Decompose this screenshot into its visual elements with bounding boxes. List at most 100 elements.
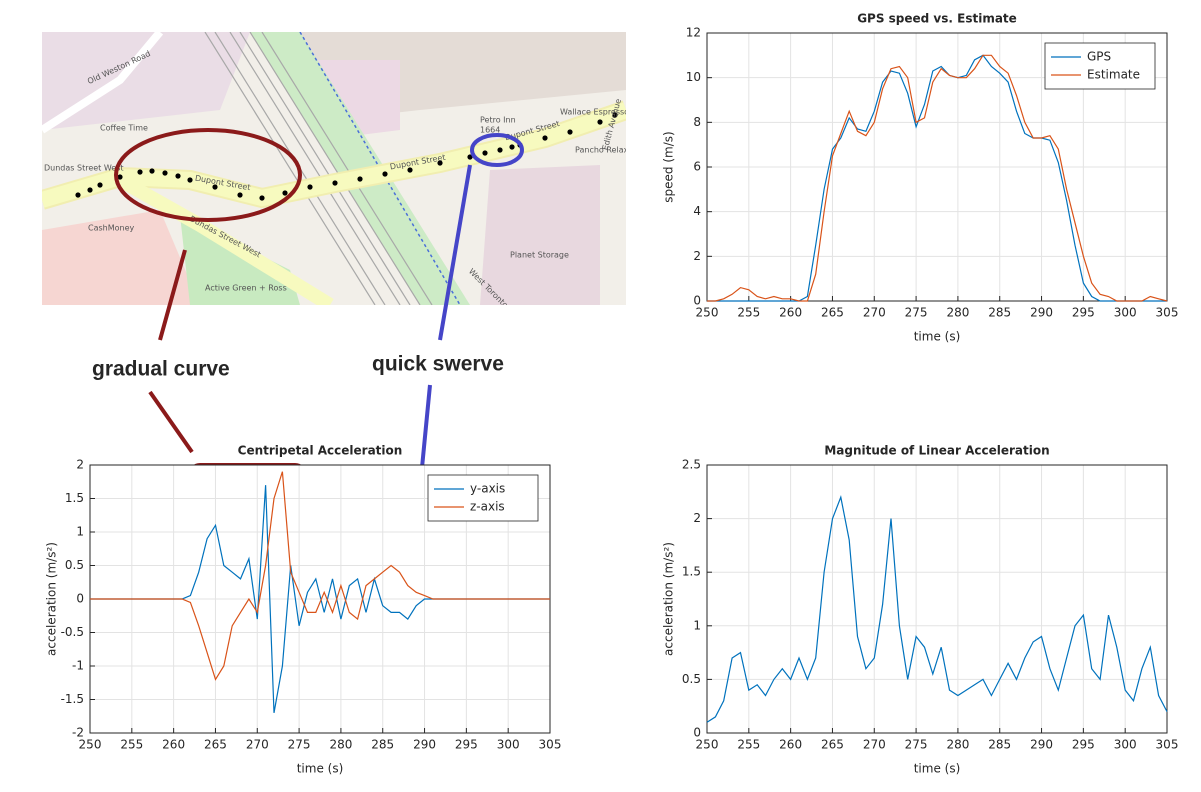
x-tick-label: 250	[79, 738, 102, 752]
y-tick-label: 0	[76, 592, 84, 606]
y-tick-label: 1.5	[65, 491, 84, 505]
x-tick-label: 290	[1030, 738, 1053, 752]
plot-area	[707, 465, 1167, 733]
x-tick-label: 300	[1114, 306, 1137, 320]
route-dot	[567, 129, 573, 135]
chart-title: GPS speed vs. Estimate	[857, 12, 1017, 26]
x-tick-label: 270	[863, 306, 886, 320]
legend-label: Estimate	[1087, 68, 1140, 82]
data-line	[90, 471, 550, 681]
x-axis-label: time (s)	[297, 762, 344, 776]
y-tick-label: 2	[76, 458, 84, 472]
route-dot	[282, 190, 288, 196]
route-dot	[497, 147, 503, 153]
y-axis-label: speed (m/s)	[662, 131, 676, 202]
legend-label: y-axis	[470, 482, 505, 496]
y-tick-label: 10	[686, 70, 701, 84]
y-axis-label: acceleration (m/s²)	[662, 542, 676, 656]
y-tick-label: 0	[693, 726, 701, 740]
route-dot	[259, 195, 265, 201]
x-tick-label: 255	[737, 306, 760, 320]
y-tick-label: 0.5	[682, 672, 701, 686]
y-tick-label: 8	[693, 115, 701, 129]
route-dot	[467, 154, 473, 160]
y-axis-label: acceleration (m/s²)	[45, 542, 59, 656]
route-dot	[162, 170, 168, 176]
route-dot	[137, 169, 143, 175]
legend-box	[1044, 42, 1156, 90]
data-line	[706, 495, 1168, 723]
y-tick-label: 4	[693, 204, 701, 218]
route-dot	[509, 144, 515, 150]
x-tick-label: 285	[988, 738, 1011, 752]
x-tick-label: 280	[946, 738, 969, 752]
map-label: Pancho Relaxe to Go	[575, 146, 657, 155]
x-tick-label: 260	[779, 738, 802, 752]
x-tick-label: 305	[539, 738, 562, 752]
legend-box	[427, 474, 539, 522]
y-tick-label: 2	[693, 511, 701, 525]
route-dot	[382, 171, 388, 177]
x-tick-label: 275	[905, 738, 928, 752]
y-tick-label: 1.5	[682, 565, 701, 579]
route-dot	[307, 184, 313, 190]
x-tick-label: 275	[288, 738, 311, 752]
x-tick-label: 305	[1156, 306, 1179, 320]
y-tick-label: 1	[693, 618, 701, 632]
x-tick-label: 290	[1030, 306, 1053, 320]
y-tick-label: -0.5	[61, 625, 84, 639]
axes-box	[706, 464, 1168, 734]
x-tick-label: 250	[696, 306, 719, 320]
route-dot	[597, 119, 603, 125]
x-tick-label: 265	[821, 306, 844, 320]
y-tick-label: 0.5	[65, 558, 84, 572]
route-dot	[612, 112, 618, 118]
route-dot	[149, 168, 155, 174]
annotation: gradual curve	[92, 358, 230, 381]
data-line	[707, 54, 1167, 302]
x-axis-label: time (s)	[914, 762, 961, 776]
y-tick-label: 2.5	[682, 458, 701, 472]
y-tick-label: 6	[693, 160, 701, 174]
y-tick-label: -1.5	[61, 692, 84, 706]
x-tick-label: 285	[988, 306, 1011, 320]
y-tick-label: -1	[72, 659, 84, 673]
x-tick-label: 295	[455, 738, 478, 752]
x-tick-label: 295	[1072, 306, 1095, 320]
x-tick-label: 270	[863, 738, 886, 752]
axes-box	[706, 32, 1168, 302]
route-dot	[407, 167, 413, 173]
x-tick-label: 270	[246, 738, 269, 752]
map: Old Weston Road Coffee Time Dundas Stree…	[42, 32, 657, 305]
route-dot	[437, 160, 443, 166]
x-tick-label: 280	[329, 738, 352, 752]
x-axis-label: time (s)	[914, 330, 961, 344]
x-tick-label: 280	[946, 306, 969, 320]
map-label: CashMoney	[88, 224, 135, 233]
x-tick-label: 290	[413, 738, 436, 752]
route-dot	[237, 192, 243, 198]
x-tick-label: 295	[1072, 738, 1095, 752]
map-label: Wallace Espresso	[560, 108, 629, 117]
annotation: quick swerve	[372, 353, 504, 376]
x-tick-label: 265	[204, 738, 227, 752]
y-tick-label: 12	[686, 26, 701, 40]
legend-label: z-axis	[470, 500, 505, 514]
data-line	[707, 54, 1168, 302]
route-dot	[357, 176, 363, 182]
route-dot	[212, 184, 218, 190]
y-tick-label: 0	[693, 294, 701, 308]
route-dot	[542, 135, 548, 141]
y-tick-label: 2	[693, 249, 701, 263]
map-label: 1664	[480, 126, 500, 135]
x-tick-label: 265	[821, 738, 844, 752]
x-tick-label: 250	[696, 738, 719, 752]
y-tick-label: -2	[72, 726, 84, 740]
map-label: Coffee Time	[100, 124, 148, 133]
x-tick-label: 300	[1114, 738, 1137, 752]
route-dot	[175, 173, 181, 179]
map-label: Active Green + Ross	[205, 284, 287, 293]
route-dot	[187, 177, 193, 183]
x-tick-label: 305	[1156, 738, 1179, 752]
